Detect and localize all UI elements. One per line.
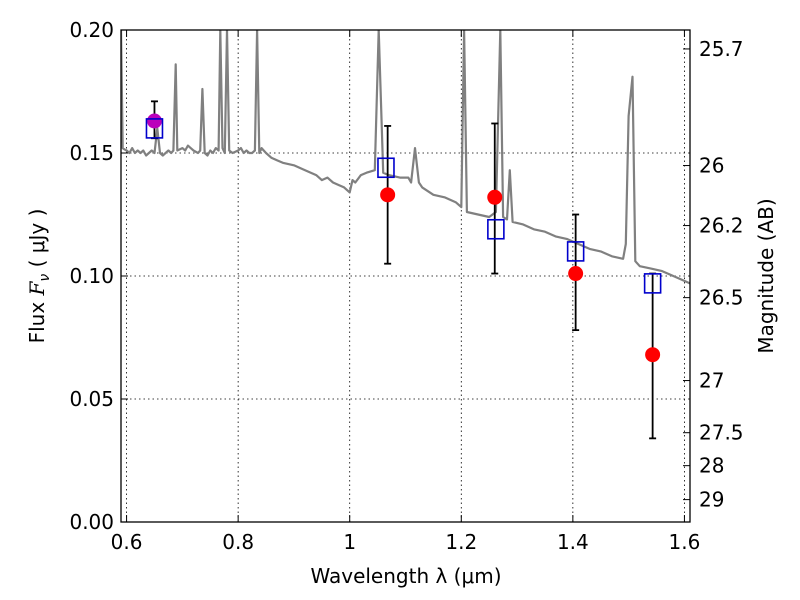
y2-tick-label: 27: [699, 369, 724, 393]
model-photometry-point: [643, 273, 662, 294]
y2-tick-label: 26.2: [699, 214, 744, 238]
model-photometry-point: [566, 241, 585, 262]
observed-point: [645, 347, 661, 363]
y-tick-label: 0.20: [69, 18, 114, 42]
y2-tick-label: 25.7: [699, 37, 744, 61]
y-tick-label: 0.10: [69, 264, 114, 288]
model-photometry-point: [487, 218, 505, 240]
x-tick-label: 1.2: [445, 530, 477, 554]
x-tick-label: 0.8: [222, 530, 254, 554]
model-photometry-point: [377, 157, 395, 179]
y2-axis-label: Magnitude (AB): [754, 198, 778, 353]
y2-tick-label: 29: [699, 488, 724, 512]
plot-data: [121, 30, 690, 440]
y2-tick-label: 26.5: [699, 286, 744, 310]
x-tick-label: 1: [343, 530, 356, 554]
y-axis-label: Flux Fν ( μJy ): [25, 209, 53, 344]
observed-point: [380, 187, 396, 203]
y2-tick-label: 28: [699, 454, 724, 478]
y2-tick-label: 26: [699, 154, 724, 178]
axis-ticks: 0.6 0.8 1 1.2 1.4 1.6 0.00 0.05 0.10 0.15 0.20 25.7…: [69, 18, 743, 554]
y-tick-label: 0.00: [69, 510, 114, 534]
observed-point: [146, 113, 162, 129]
x-tick-label: 1.6: [669, 530, 701, 554]
y-axis-label-subscript: ν: [37, 274, 53, 282]
y-tick-label: 0.05: [69, 387, 114, 411]
observed-point: [568, 266, 584, 282]
x-tick-label: 1.4: [557, 530, 589, 554]
x-tick-label: 0.6: [111, 530, 143, 554]
y2-tick-label: 27.5: [699, 421, 744, 445]
y-axis-label-prefix: Flux: [25, 295, 49, 343]
spectrum-line: [121, 30, 690, 285]
x-axis-label: Wavelength λ (μm): [310, 564, 501, 588]
observed-point: [487, 189, 503, 205]
y-axis-label-symbol: F: [25, 280, 49, 296]
model-photometry-point: [145, 118, 164, 139]
plot-data-clipped: [121, 30, 690, 285]
y-tick-label: 0.15: [69, 141, 114, 165]
y-axis-label-units: ( μJy ): [25, 209, 49, 274]
grid-lines: [121, 29, 690, 523]
